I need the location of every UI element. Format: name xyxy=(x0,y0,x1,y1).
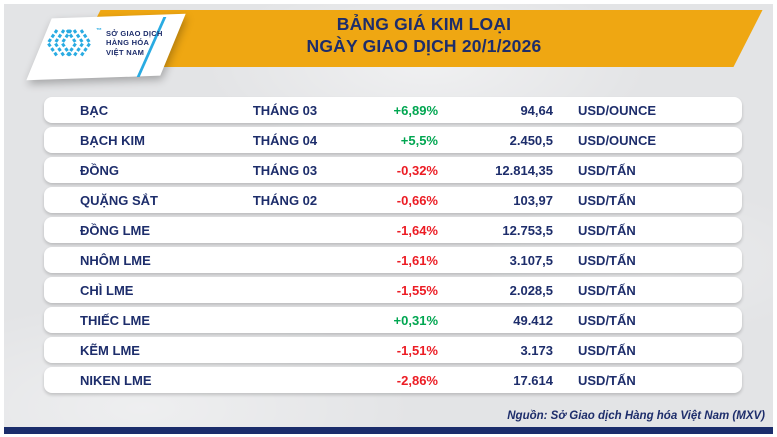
table-row: NIKEN LME -2,86% 17.614 USD/TẤN xyxy=(44,367,742,393)
change-cell: +6,89% xyxy=(393,102,438,118)
change-cell: +5,5% xyxy=(400,132,438,148)
mxv-chevron-logo-icon xyxy=(46,29,92,57)
change-cell: -1,55% xyxy=(396,282,438,298)
unit-cell: USD/TẤN xyxy=(578,222,636,238)
table-row: NHÔM LME -1,61% 3.107,5 USD/TẤN xyxy=(44,247,742,273)
unit-cell: USD/OUNCE xyxy=(578,132,657,148)
mxv-logo: ™ SỞ GIAO DỊCH HÀNG HÓA VIỆT NAM xyxy=(46,26,163,60)
unit-cell: USD/TẤN xyxy=(578,342,636,358)
change-cell: +0,31% xyxy=(393,312,438,328)
change-cell: -1,64% xyxy=(396,222,438,238)
unit-cell: USD/TẤN xyxy=(578,192,636,208)
metal-price-table: BẠC THÁNG 03 +6,89% 94,64 USD/OUNCE BẠCH… xyxy=(44,97,742,393)
price-cell: 17.614 xyxy=(513,372,553,388)
commodity-name: QUẶNG SẮT xyxy=(80,192,158,208)
table-row: CHÌ LME -1,55% 2.028,5 USD/TẤN xyxy=(44,277,742,303)
unit-cell: USD/OUNCE xyxy=(578,102,657,118)
price-cell: 12.753,5 xyxy=(502,222,553,238)
commodity-name: BẠCH KIM xyxy=(80,132,145,148)
logo-line-2: HÀNG HÓA xyxy=(106,38,150,48)
table-row: ĐỒNG THÁNG 03 -0,32% 12.814,35 USD/TẤN xyxy=(44,157,742,183)
contract-month: THÁNG 04 xyxy=(252,132,318,148)
source-attribution: Nguồn: Sở Giao dịch Hàng hóa Việt Nam (M… xyxy=(507,410,765,422)
contract-month: THÁNG 02 xyxy=(252,192,318,208)
change-cell: -0,66% xyxy=(396,192,438,208)
table-row: QUẶNG SẮT THÁNG 02 -0,66% 103,97 USD/TẤN xyxy=(44,187,742,213)
commodity-name: THIẾC LME xyxy=(80,312,151,328)
price-cell: 3.173 xyxy=(520,342,553,358)
table-row: THIẾC LME +0,31% 49.412 USD/TẤN xyxy=(44,307,742,333)
unit-cell: USD/TẤN xyxy=(578,282,636,298)
contract-month: THÁNG 03 xyxy=(252,102,318,118)
unit-cell: USD/TẤN xyxy=(578,312,636,328)
contract-month: THÁNG 03 xyxy=(252,162,318,178)
unit-cell: USD/TẤN xyxy=(578,372,636,388)
table-row: BẠC THÁNG 03 +6,89% 94,64 USD/OUNCE xyxy=(44,97,742,123)
logo-wordmark: SỞ GIAO DỊCH HÀNG HÓA VIỆT NAM xyxy=(106,29,163,58)
bottom-accent-bar xyxy=(4,427,773,434)
price-cell: 94,64 xyxy=(520,102,553,118)
change-cell: -1,61% xyxy=(396,252,438,268)
commodity-name: NIKEN LME xyxy=(80,372,152,388)
infographic-canvas: ™ SỞ GIAO DỊCH HÀNG HÓA VIỆT NAM BẢNG GI… xyxy=(4,4,773,434)
commodity-name: KẼM LME xyxy=(80,342,140,358)
commodity-name: ĐỒNG LME xyxy=(80,222,151,238)
commodity-name: BẠC xyxy=(80,102,109,118)
table-row: BẠCH KIM THÁNG 04 +5,5% 2.450,5 USD/OUNC… xyxy=(44,127,742,153)
unit-cell: USD/TẤN xyxy=(578,162,636,178)
unit-cell: USD/TẤN xyxy=(578,252,636,268)
price-cell: 2.028,5 xyxy=(509,282,553,298)
price-cell: 2.450,5 xyxy=(509,132,553,148)
change-cell: -0,32% xyxy=(396,162,438,178)
logo-line-1: SỞ GIAO DỊCH xyxy=(106,28,163,38)
price-cell: 12.814,35 xyxy=(495,162,553,178)
table-row: KẼM LME -1,51% 3.173 USD/TẤN xyxy=(44,337,742,363)
change-cell: -1,51% xyxy=(396,342,438,358)
commodity-name: CHÌ LME xyxy=(80,282,134,298)
logo-line-3: VIỆT NAM xyxy=(106,47,145,57)
page-title: BẢNG GIÁ KIM LOẠI NGÀY GIAO DỊCH 20/1/20… xyxy=(114,13,734,57)
price-cell: 49.412 xyxy=(513,312,553,328)
commodity-name: ĐỒNG xyxy=(80,162,119,178)
price-cell: 103,97 xyxy=(513,192,553,208)
price-cell: 3.107,5 xyxy=(509,252,553,268)
commodity-name: NHÔM LME xyxy=(80,252,151,268)
trademark-symbol: ™ xyxy=(96,28,102,34)
title-line-1: BẢNG GIÁ KIM LOẠI xyxy=(336,14,512,34)
title-line-2: NGÀY GIAO DỊCH 20/1/2026 xyxy=(306,36,542,56)
change-cell: -2,86% xyxy=(396,372,438,388)
table-row: ĐỒNG LME -1,64% 12.753,5 USD/TẤN xyxy=(44,217,742,243)
